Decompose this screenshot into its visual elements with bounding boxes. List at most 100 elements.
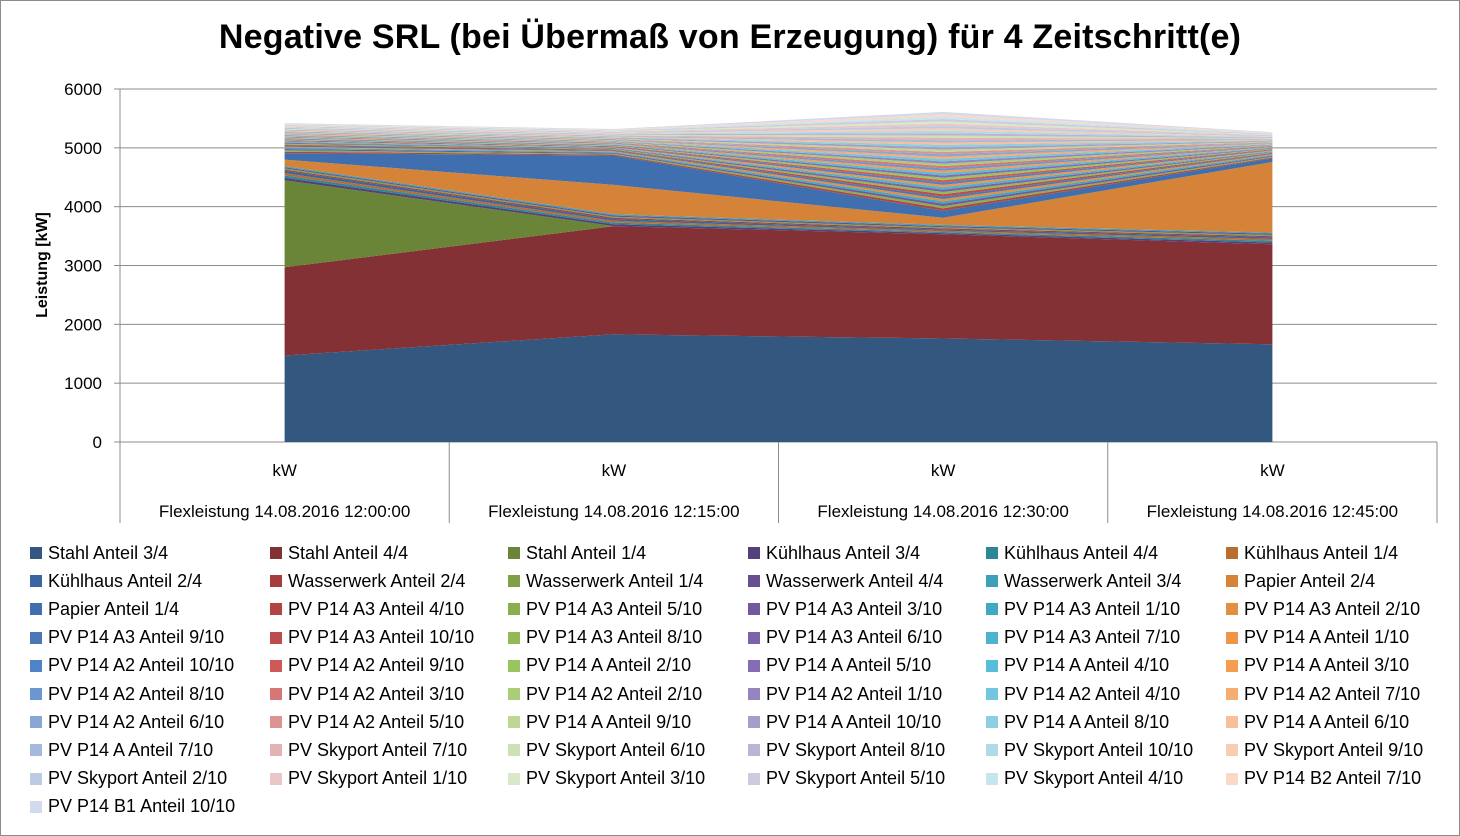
legend-swatch xyxy=(30,688,42,700)
area-series xyxy=(284,116,1273,134)
legend-label: Kühlhaus Anteil 2/4 xyxy=(48,570,203,591)
legend-label: Stahl Anteil 3/4 xyxy=(48,542,169,563)
area-series xyxy=(284,111,1273,133)
legend-swatch xyxy=(986,744,998,757)
legend-item: PV P14 A2 Anteil 9/10 xyxy=(270,655,464,677)
legend-item: PV P14 A2 Anteil 6/10 xyxy=(30,711,224,733)
legend-swatch xyxy=(986,547,998,559)
legend-swatch xyxy=(508,716,520,729)
legend-swatch xyxy=(1226,772,1238,785)
legend-swatch xyxy=(986,688,998,700)
legend-item: PV P14 A2 Anteil 5/10 xyxy=(270,711,464,733)
legend-label: PV P14 A Anteil 10/10 xyxy=(766,711,942,732)
legend-swatch xyxy=(748,575,760,588)
legend-item: PV P14 A Anteil 2/10 xyxy=(508,655,691,677)
y-tick-label: 0 xyxy=(93,433,102,452)
legend-item: PV Skyport Anteil 2/10 xyxy=(30,768,227,790)
area-series xyxy=(284,166,1273,234)
legend-swatch xyxy=(270,688,282,700)
legend-label: PV P14 A3 Anteil 5/10 xyxy=(526,598,703,619)
legend-swatch xyxy=(508,659,520,672)
y-tick-label: 3000 xyxy=(64,257,102,276)
legend-swatch xyxy=(30,603,42,616)
legend-item: PV P14 A3 Anteil 6/10 xyxy=(748,627,942,649)
legend-item: PV P14 A2 Anteil 7/10 xyxy=(1226,683,1420,705)
legend-swatch xyxy=(270,547,282,559)
legend-label: Wasserwerk Anteil 3/4 xyxy=(1004,570,1182,591)
axis-layer: 0 1000 2000 3000 4000 5000 6000 kW Flexleistung … xyxy=(64,80,1438,523)
area-series xyxy=(284,180,1273,268)
legend-swatch xyxy=(748,688,760,700)
legend-item: Stahl Anteil 4/4 xyxy=(270,542,408,564)
legend-item: PV P14 A2 Anteil 10/10 xyxy=(30,655,234,677)
legend-label: Wasserwerk Anteil 1/4 xyxy=(526,570,704,591)
x-category-label: Flexleistung 14.08.2016 12:30:00 xyxy=(817,502,1068,521)
legend-label: PV P14 A3 Anteil 9/10 xyxy=(48,627,225,648)
legend-item: PV P14 A2 Anteil 2/10 xyxy=(508,683,702,705)
legend-swatch xyxy=(1226,659,1238,672)
area-series xyxy=(284,119,1273,135)
legend-swatch xyxy=(270,659,282,672)
legend-item: PV P14 A Anteil 8/10 xyxy=(986,711,1169,733)
legend-swatch xyxy=(270,603,282,616)
legend-label: PV P14 A3 Anteil 8/10 xyxy=(526,627,703,648)
x-category-unit: kW xyxy=(272,461,297,480)
legend-swatch xyxy=(748,716,760,729)
area-series xyxy=(284,133,1273,155)
x-category-unit: kW xyxy=(1260,461,1285,480)
legend-swatch xyxy=(30,547,42,559)
legend-label: PV Skyport Anteil 8/10 xyxy=(766,739,946,760)
area-series xyxy=(284,159,1273,233)
legend-swatch xyxy=(1226,716,1238,729)
legend-item: Kühlhaus Anteil 2/4 xyxy=(30,570,202,592)
legend-item: PV P14 A Anteil 7/10 xyxy=(30,739,213,761)
legend-label: PV Skyport Anteil 2/10 xyxy=(48,768,228,789)
legend-label: PV Skyport Anteil 3/10 xyxy=(526,768,706,789)
legend-swatch xyxy=(270,631,282,644)
legend-item: PV Skyport Anteil 8/10 xyxy=(748,739,945,761)
legend-swatch xyxy=(748,744,760,757)
legend-item: PV P14 A Anteil 9/10 xyxy=(508,711,691,733)
legend-label: PV Skyport Anteil 6/10 xyxy=(526,739,706,760)
legend-item: Stahl Anteil 3/4 xyxy=(30,542,168,564)
x-category-unit: kW xyxy=(602,461,627,480)
legend-swatch xyxy=(986,631,998,644)
legend-label: PV P14 A2 Anteil 7/10 xyxy=(1244,683,1421,704)
legend-label: Stahl Anteil 4/4 xyxy=(288,542,409,563)
legend-label: PV P14 A2 Anteil 10/10 xyxy=(48,655,235,676)
y-tick-label: 2000 xyxy=(64,315,102,334)
legend-item: Stahl Anteil 1/4 xyxy=(508,542,646,564)
legend-swatch xyxy=(1226,688,1238,700)
legend-swatch xyxy=(1226,631,1238,644)
legend-item: Wasserwerk Anteil 4/4 xyxy=(748,570,943,592)
area-layer xyxy=(284,111,1273,442)
area-series xyxy=(284,133,1273,157)
legend-label: Papier Anteil 1/4 xyxy=(48,598,180,619)
legend-swatch xyxy=(986,603,998,616)
legend-swatch xyxy=(986,659,998,672)
area-series xyxy=(284,131,1273,150)
legend-label: PV P14 A Anteil 8/10 xyxy=(1004,711,1170,732)
legend-swatch xyxy=(508,603,520,616)
legend-swatch xyxy=(508,547,520,559)
legend-item: PV P14 A2 Anteil 3/10 xyxy=(270,683,464,705)
legend-swatch xyxy=(270,772,282,785)
legend-item: PV P14 A Anteil 10/10 xyxy=(748,711,941,733)
legend-swatch xyxy=(986,772,998,785)
y-tick-label: 5000 xyxy=(64,139,102,158)
legend-swatch xyxy=(748,603,760,616)
legend-item: PV P14 A Anteil 5/10 xyxy=(748,655,931,677)
legend-item: PV P14 A3 Anteil 9/10 xyxy=(30,627,224,649)
legend-item: PV Skyport Anteil 5/10 xyxy=(748,768,945,790)
area-series xyxy=(284,170,1273,239)
legend-label: PV P14 A Anteil 1/10 xyxy=(1244,627,1410,648)
legend-swatch xyxy=(1226,603,1238,616)
legend-swatch xyxy=(986,575,998,588)
legend-label: PV P14 A Anteil 3/10 xyxy=(1244,655,1410,676)
legend-label: PV P14 A Anteil 5/10 xyxy=(766,655,932,676)
legend-label: Stahl Anteil 1/4 xyxy=(526,542,647,563)
legend-item: Kühlhaus Anteil 1/4 xyxy=(1226,542,1398,564)
legend-label: PV P14 A Anteil 9/10 xyxy=(526,711,692,732)
legend-label: PV P14 A Anteil 2/10 xyxy=(526,655,692,676)
